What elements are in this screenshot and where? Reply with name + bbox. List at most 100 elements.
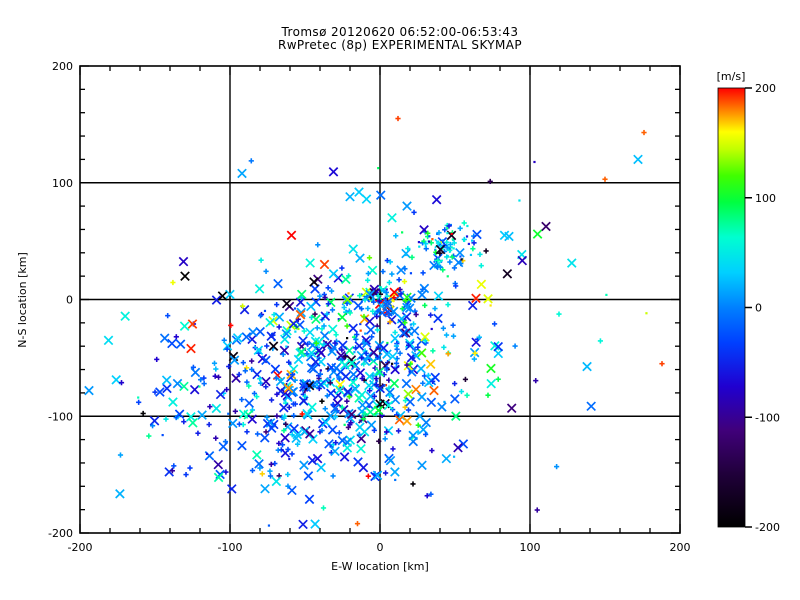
dot-marker-icon	[353, 351, 356, 354]
x-marker-icon	[348, 323, 358, 334]
x-marker-icon	[325, 411, 336, 421]
plus-marker-icon	[224, 346, 230, 352]
x-marker-icon	[374, 367, 385, 377]
x-marker-icon	[429, 385, 439, 396]
x-marker-icon	[476, 279, 487, 290]
plus-marker-icon	[451, 240, 457, 246]
x-marker-icon	[425, 359, 436, 369]
plus-marker-icon	[442, 227, 448, 233]
x-marker-icon	[451, 411, 461, 421]
dot-marker-icon	[449, 223, 452, 227]
dot-marker-icon	[329, 376, 332, 379]
plus-marker-icon	[213, 366, 219, 372]
x-marker-icon	[455, 247, 465, 258]
colorbar[interactable]: 200 100 0 -100 -200	[717, 82, 780, 534]
x-tick-label: 0	[377, 541, 384, 554]
plus-marker-icon	[397, 286, 403, 293]
dot-marker-icon	[391, 362, 394, 365]
plus-marker-icon	[398, 291, 404, 297]
plus-marker-icon	[285, 483, 291, 489]
x-marker-icon	[197, 410, 207, 420]
x-marker-icon	[215, 469, 225, 480]
plus-marker-icon	[136, 399, 142, 405]
x-marker-icon	[280, 388, 291, 398]
dot-marker-icon	[384, 384, 388, 387]
plus-marker-icon	[224, 386, 230, 393]
plus-marker-icon	[274, 301, 280, 308]
x-marker-icon	[341, 274, 351, 285]
plus-marker-icon	[171, 463, 177, 469]
dot-marker-icon	[452, 455, 456, 458]
plus-marker-icon	[249, 467, 256, 474]
plus-marker-icon	[415, 429, 421, 435]
x-marker-icon	[472, 229, 482, 240]
x-marker-icon	[254, 284, 265, 294]
x-marker-icon	[382, 300, 393, 311]
x-marker-icon	[389, 378, 400, 389]
dot-marker-icon	[428, 235, 431, 238]
plus-marker-icon	[361, 340, 367, 346]
x-marker-icon	[306, 301, 316, 312]
x-marker-icon	[180, 271, 190, 281]
plus-marker-icon	[396, 277, 402, 283]
x-marker-icon	[493, 341, 504, 352]
x-marker-icon	[309, 277, 319, 287]
x-marker-icon	[365, 289, 375, 300]
x-marker-icon	[364, 380, 374, 391]
x-marker-icon	[254, 459, 264, 469]
plus-marker-icon	[254, 431, 261, 437]
x-marker-icon	[211, 295, 222, 305]
dot-marker-icon	[297, 327, 300, 331]
plus-marker-icon	[402, 266, 408, 272]
dot-marker-icon	[402, 326, 406, 329]
plus-marker-icon	[170, 279, 176, 286]
x-marker-icon	[385, 455, 396, 466]
x-marker-icon	[441, 453, 452, 464]
x-marker-icon	[179, 381, 189, 392]
dot-marker-icon	[285, 345, 288, 348]
x-marker-icon	[374, 340, 385, 351]
plus-marker-icon	[212, 373, 218, 379]
x-marker-icon	[320, 311, 331, 321]
x-marker-icon	[400, 328, 411, 338]
dot-marker-icon	[263, 309, 267, 313]
x-marker-icon	[504, 231, 514, 242]
x-marker-icon	[344, 408, 354, 419]
x-axis-label: E-W location [km]	[331, 560, 429, 573]
x-marker-icon	[288, 386, 299, 397]
x-marker-icon	[342, 443, 353, 453]
plus-marker-icon	[444, 254, 450, 260]
plus-marker-icon	[429, 447, 435, 454]
x-marker-icon	[316, 462, 326, 473]
x-marker-icon	[353, 300, 364, 311]
plus-marker-icon	[291, 413, 297, 419]
colorbar-tick-label: 200	[755, 82, 776, 95]
x-marker-icon	[389, 287, 400, 298]
y-axis-label: N-S location [km]	[16, 252, 29, 348]
plus-marker-icon	[360, 416, 367, 422]
colorbar-gradient[interactable]	[717, 87, 746, 528]
x-marker-icon	[566, 258, 577, 268]
x-marker-icon	[417, 392, 427, 402]
x-marker-icon	[217, 291, 228, 301]
x-marker-icon	[296, 347, 307, 357]
plus-marker-icon	[369, 334, 375, 340]
plus-marker-icon	[263, 268, 269, 274]
dot-marker-icon	[489, 304, 492, 307]
plus-marker-icon	[280, 351, 286, 358]
x-marker-icon	[332, 398, 343, 409]
plus-marker-icon	[425, 372, 432, 378]
plus-marker-icon	[274, 391, 280, 397]
x-marker-icon	[281, 329, 292, 339]
x-marker-icon	[241, 332, 252, 342]
plus-marker-icon	[383, 470, 389, 476]
x-marker-icon	[404, 303, 415, 314]
x-marker-icon	[319, 259, 330, 270]
plus-marker-icon	[440, 325, 446, 331]
plus-marker-icon	[336, 374, 342, 380]
x-marker-icon	[419, 283, 430, 294]
plus-marker-icon	[434, 263, 441, 269]
x-marker-icon	[232, 333, 243, 343]
